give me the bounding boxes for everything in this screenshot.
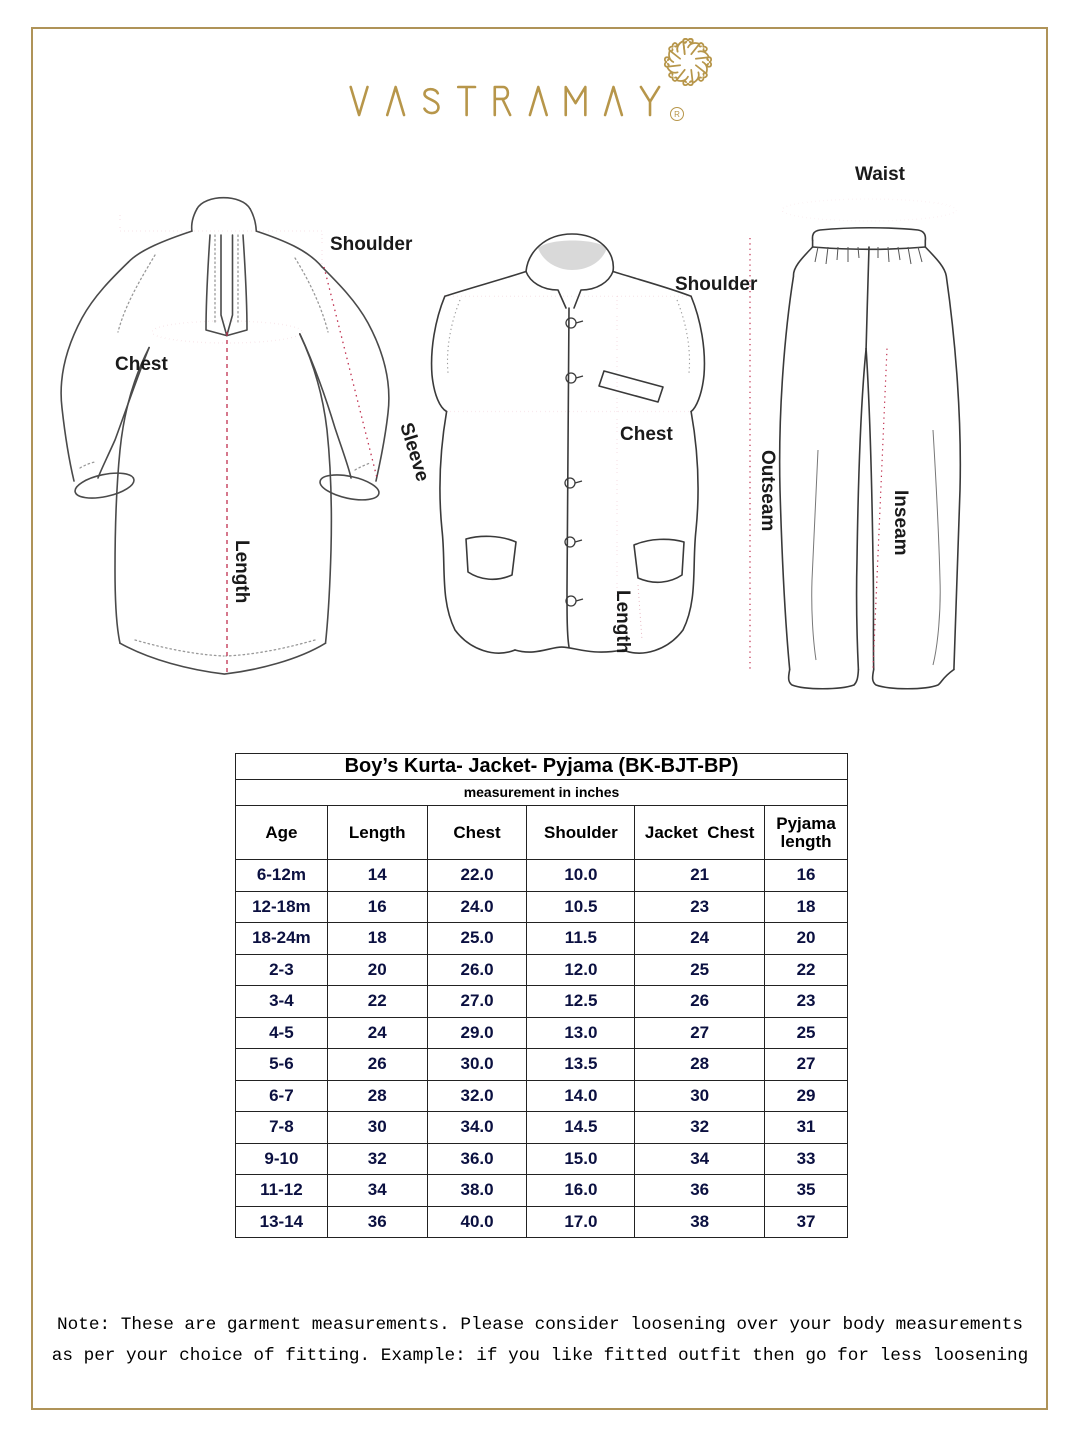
svg-text:Chest: Chest xyxy=(620,424,673,445)
svg-text:Length: Length xyxy=(612,590,633,653)
svg-text:Inseam: Inseam xyxy=(890,490,911,555)
svg-text:Shoulder: Shoulder xyxy=(330,234,413,255)
svg-text:Length: Length xyxy=(231,540,252,603)
svg-text:Chest: Chest xyxy=(115,354,168,375)
svg-text:R: R xyxy=(674,110,680,119)
svg-text:Outseam: Outseam xyxy=(757,450,778,531)
svg-text:Waist: Waist xyxy=(855,164,906,185)
